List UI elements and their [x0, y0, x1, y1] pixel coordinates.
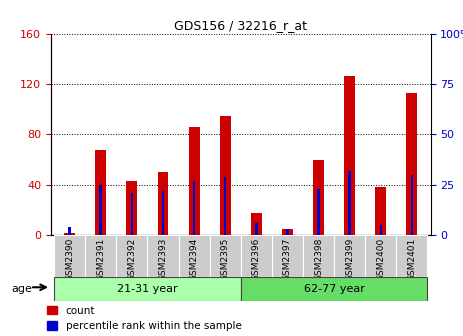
Bar [126, 181, 138, 235]
FancyBboxPatch shape [334, 235, 365, 277]
Bar [193, 181, 195, 235]
FancyBboxPatch shape [147, 235, 179, 277]
Text: GSM2399: GSM2399 [345, 237, 354, 281]
Text: GSM2400: GSM2400 [376, 237, 385, 281]
Text: GSM2393: GSM2393 [158, 237, 168, 281]
Bar [407, 93, 417, 235]
Bar [411, 175, 413, 235]
Bar [69, 227, 71, 235]
FancyBboxPatch shape [272, 235, 303, 277]
Text: 62-77 year: 62-77 year [304, 284, 364, 294]
Text: GSM2394: GSM2394 [189, 237, 199, 281]
Bar [220, 116, 231, 235]
Bar [255, 223, 257, 235]
Bar [317, 189, 320, 235]
Bar [286, 229, 289, 235]
Bar [251, 213, 262, 235]
FancyBboxPatch shape [303, 235, 334, 277]
Bar [162, 191, 164, 235]
Text: GSM2401: GSM2401 [407, 237, 416, 281]
Text: GSM2396: GSM2396 [252, 237, 261, 281]
Text: GSM2390: GSM2390 [65, 237, 74, 281]
Bar [131, 193, 133, 235]
FancyBboxPatch shape [54, 277, 241, 301]
Bar [313, 160, 324, 235]
FancyBboxPatch shape [179, 235, 210, 277]
Bar [344, 77, 355, 235]
Bar [282, 229, 293, 235]
Text: age: age [12, 284, 32, 294]
FancyBboxPatch shape [116, 235, 147, 277]
Text: GSM2398: GSM2398 [314, 237, 323, 281]
FancyBboxPatch shape [396, 235, 427, 277]
FancyBboxPatch shape [365, 235, 396, 277]
Text: GSM2397: GSM2397 [283, 237, 292, 281]
Text: 21-31 year: 21-31 year [117, 284, 178, 294]
FancyBboxPatch shape [210, 235, 241, 277]
Legend: count, percentile rank within the sample: count, percentile rank within the sample [47, 305, 242, 331]
FancyBboxPatch shape [241, 277, 427, 301]
Bar [349, 171, 351, 235]
Bar [95, 150, 106, 235]
Bar [188, 127, 200, 235]
FancyBboxPatch shape [54, 235, 85, 277]
Text: GSM2391: GSM2391 [96, 237, 105, 281]
Bar [64, 233, 75, 235]
FancyBboxPatch shape [241, 235, 272, 277]
Bar [157, 172, 169, 235]
Bar [100, 185, 102, 235]
Text: GSM2392: GSM2392 [127, 237, 136, 281]
FancyBboxPatch shape [85, 235, 116, 277]
Bar [380, 225, 382, 235]
Bar [375, 187, 386, 235]
Title: GDS156 / 32216_r_at: GDS156 / 32216_r_at [174, 19, 307, 33]
Bar [224, 177, 226, 235]
Text: GSM2395: GSM2395 [221, 237, 230, 281]
